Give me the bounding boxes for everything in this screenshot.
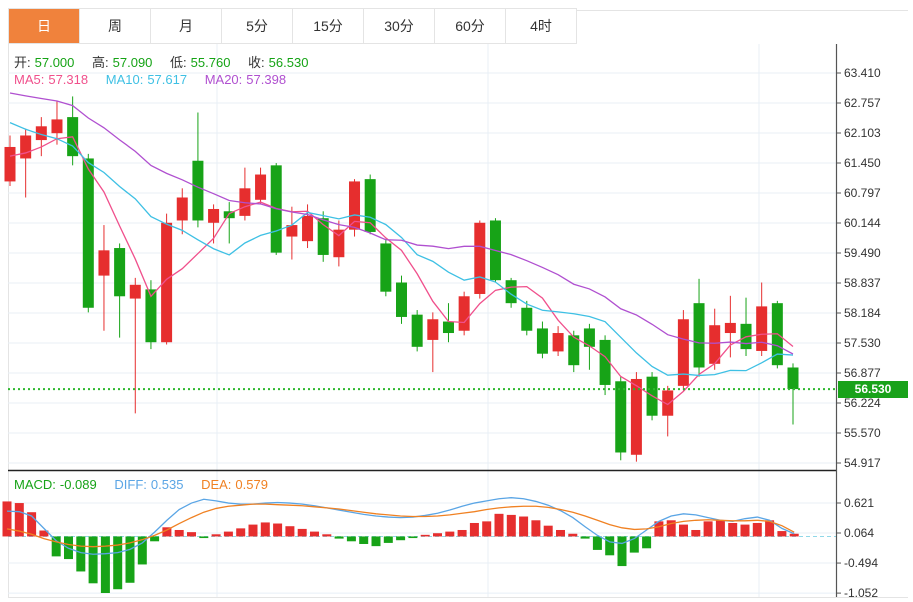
- ma10-line: [9, 122, 794, 377]
- tab-1-周[interactable]: 周: [80, 9, 151, 43]
- ohlc-legend: 开: 57.000 高: 57.090 低: 55.760 收: 56.530: [14, 52, 312, 71]
- tab-5-30分[interactable]: 30分: [364, 9, 435, 43]
- tab-2-月[interactable]: 月: [151, 9, 222, 43]
- diff-value: 0.535: [150, 477, 184, 492]
- ma5-line: [9, 136, 794, 406]
- candles: [4, 96, 799, 462]
- dea-line: [6, 503, 795, 548]
- tab-3-5分[interactable]: 5分: [222, 9, 293, 43]
- ma5-label: MA5:: [14, 72, 45, 87]
- macd-label: MACD:: [14, 477, 56, 492]
- y-axis-label: 58.837: [844, 276, 881, 290]
- y-axis-label: 56.877: [844, 366, 881, 380]
- ma20-line: [9, 92, 794, 355]
- y-axis-label: 0.064: [844, 526, 874, 540]
- tab-0-日[interactable]: 日: [9, 9, 80, 43]
- ma20-value: 57.398: [246, 72, 287, 87]
- y-axis-label: 62.757: [844, 96, 881, 110]
- open-label: 开:: [14, 55, 31, 70]
- y-axis-label: 57.530: [844, 336, 881, 350]
- tab-4-15分[interactable]: 15分: [293, 9, 364, 43]
- dea-label: DEA:: [201, 477, 232, 492]
- ma-legend: MA5: 57.318 MA10: 57.617 MA20: 57.398: [14, 72, 290, 87]
- ma20-label: MA20:: [204, 72, 243, 87]
- ma10-label: MA10:: [105, 72, 144, 87]
- high-label: 高:: [92, 55, 109, 70]
- y-axis-label: 54.917: [844, 456, 881, 470]
- y-axis-label: 55.570: [844, 426, 881, 440]
- left-border: [8, 10, 9, 598]
- tab-7-4时[interactable]: 4时: [506, 9, 576, 43]
- low-label: 低:: [170, 55, 187, 70]
- ma5-value: 57.318: [48, 72, 89, 87]
- tab-6-60分[interactable]: 60分: [435, 9, 506, 43]
- macd-legend: MACD: -0.089 DIFF: 0.535 DEA: 0.579: [14, 477, 272, 492]
- period-tab-bar: 日周月 5分 15分 30分 60分 4时: [8, 8, 577, 44]
- bottom-border: [8, 597, 908, 598]
- last-price-badge: 56.530: [838, 381, 908, 398]
- close-label: 收:: [248, 55, 265, 70]
- y-axis-label: 60.797: [844, 186, 881, 200]
- y-axis-label: 60.144: [844, 216, 881, 230]
- y-axis-label: 62.103: [844, 126, 881, 140]
- y-axis-label: 0.621: [844, 496, 874, 510]
- macd-value: -0.089: [59, 477, 97, 492]
- y-axis-label: 61.450: [844, 156, 881, 170]
- close-value: 56.530: [268, 55, 309, 70]
- y-axis-label: 63.410: [844, 66, 881, 80]
- y-axis-labels: 63.410 62.757 62.103 61.450 60.797 60.144 59.4…: [836, 66, 881, 600]
- y-axis-label: 59.490: [844, 246, 881, 260]
- y-axis-label: -1.052: [844, 586, 878, 600]
- diff-label: DIFF:: [114, 477, 147, 492]
- ma10-value: 57.617: [147, 72, 188, 87]
- gridlines: [8, 44, 836, 597]
- low-value: 55.760: [190, 55, 231, 70]
- y-axis-label: 56.224: [844, 396, 881, 410]
- high-value: 57.090: [112, 55, 153, 70]
- y-axis-label: -0.494: [844, 556, 878, 570]
- diff-line: [6, 497, 795, 555]
- open-value: 57.000: [34, 55, 75, 70]
- y-axis-label: 58.184: [844, 306, 881, 320]
- dea-value: 0.579: [235, 477, 268, 492]
